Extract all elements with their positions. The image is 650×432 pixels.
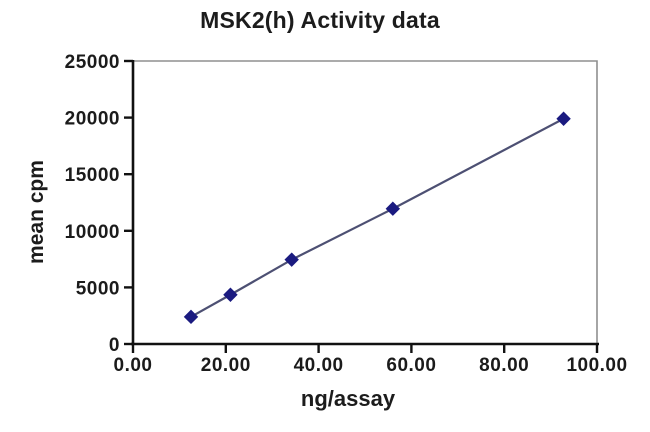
y-tick-label: 25000 xyxy=(65,52,120,73)
x-tick-label: 80.00 xyxy=(479,355,529,376)
data-point-marker xyxy=(284,252,299,267)
x-tick-label: 20.00 xyxy=(201,355,251,376)
plot-border xyxy=(133,60,598,344)
y-tick-label: 5000 xyxy=(76,278,120,299)
y-tick-label: 0 xyxy=(109,335,120,356)
y-tick-label: 10000 xyxy=(65,222,120,243)
data-point-marker xyxy=(385,201,401,216)
x-tick-label: 100.00 xyxy=(566,355,627,376)
data-point-marker xyxy=(556,111,571,126)
y-tick-label: 20000 xyxy=(65,109,120,130)
y-tick-label: 15000 xyxy=(65,165,120,186)
chart-title: MSK2(h) Activity data xyxy=(200,7,440,33)
data-point-marker xyxy=(183,309,199,325)
x-tick-label: 60.00 xyxy=(386,355,436,376)
x-tick-label: 40.00 xyxy=(294,355,344,376)
x-tick-label: 0.00 xyxy=(114,355,153,376)
data-point-marker xyxy=(223,287,238,302)
series-line xyxy=(190,117,565,318)
x-axis-label: ng/assay xyxy=(300,386,396,411)
